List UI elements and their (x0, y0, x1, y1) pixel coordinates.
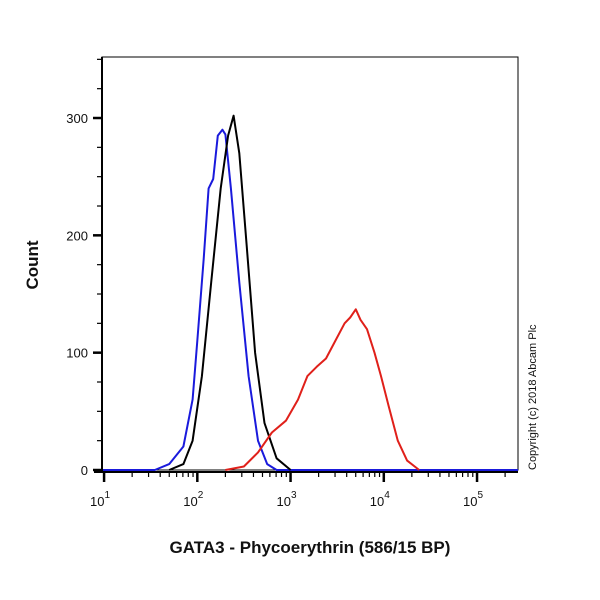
y-axis-title: Count (23, 240, 42, 289)
x-tick-exponent: 2 (198, 490, 204, 501)
axes-layer: 0 100 200 300 101 102 103 104 105 (66, 57, 518, 509)
x-tick-label: 105 (463, 490, 483, 509)
x-tick-exponent: 3 (291, 490, 297, 501)
y-tick-label: 0 (81, 463, 88, 478)
series-layer (102, 114, 518, 471)
x-tick-label: 101 (90, 490, 110, 509)
plot-frame (101, 56, 519, 471)
x-tick-label: 102 (183, 490, 203, 509)
copyright-text: Copyright (c) 2018 Abcam Plc (527, 324, 539, 470)
x-tick-label: 103 (277, 490, 297, 509)
y-tick-label: 300 (66, 111, 88, 126)
y-tick-label: 100 (66, 346, 88, 361)
y-tick-label: 200 (66, 228, 88, 243)
x-tick-exponent: 5 (477, 490, 483, 501)
series-line-2 (225, 308, 420, 471)
x-axis-title: GATA3 - Phycoerythrin (586/15 BP) (170, 538, 451, 557)
x-tick-exponent: 1 (105, 490, 111, 501)
x-tick-exponent: 4 (384, 490, 390, 501)
x-tick-label: 104 (370, 490, 390, 509)
plot-border (101, 56, 519, 471)
series-line-0 (102, 128, 518, 471)
series-line-1 (168, 114, 292, 471)
